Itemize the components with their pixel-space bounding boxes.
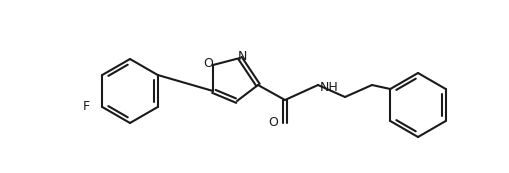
Text: N: N	[237, 50, 247, 63]
Text: F: F	[83, 101, 90, 113]
Text: O: O	[268, 116, 278, 130]
Text: O: O	[203, 57, 213, 70]
Text: NH: NH	[320, 81, 339, 94]
